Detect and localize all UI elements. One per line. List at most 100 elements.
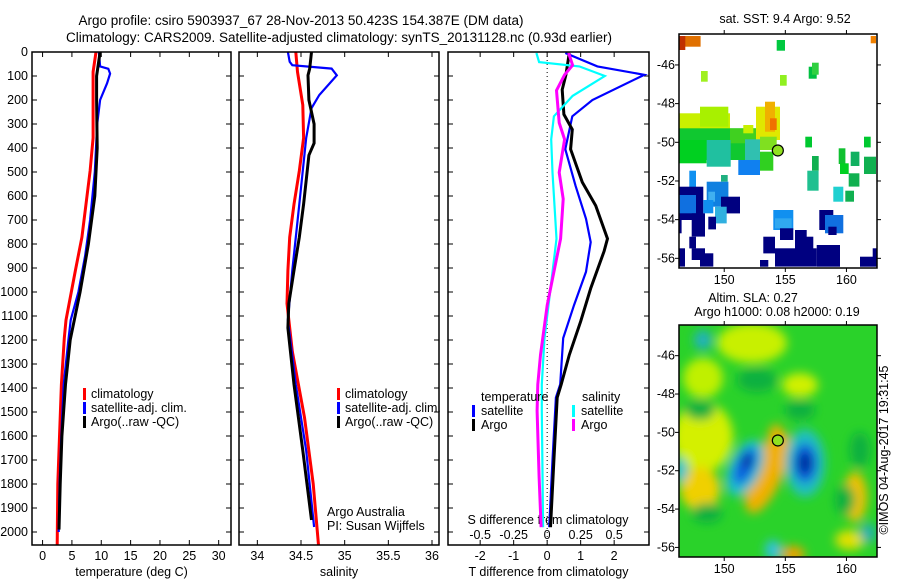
y-tick-label: 800 — [7, 237, 28, 251]
map-lat-label: -48 — [657, 97, 675, 111]
legend-label: Argo — [581, 418, 607, 432]
sst-pixel — [760, 136, 777, 150]
sst-pixel — [770, 118, 777, 130]
sst-pixel — [870, 36, 876, 44]
x-tick-label: 34 — [250, 549, 264, 563]
sst-pixel — [738, 160, 760, 175]
x-tick-label: 0 — [544, 549, 551, 563]
legend-label: climatology — [345, 387, 408, 401]
map-lat-label: -52 — [657, 174, 675, 188]
sst-pixel — [864, 136, 871, 148]
x-axis-label: T difference from climatology — [468, 565, 629, 579]
sst-pixel — [864, 156, 876, 174]
s-tick-label: -0.5 — [469, 528, 491, 542]
map-lat-label: -48 — [657, 387, 675, 401]
sla-map-axes: 150 155 160 -46 -48 -50 -52 -54 -56 — [657, 321, 881, 576]
sst-pixel — [760, 151, 774, 171]
profile-panel-differences: -2 -1 0 1 2 T difference from climatology S di… — [447, 51, 650, 579]
legend-heading-salinity: salinity — [582, 390, 621, 404]
sst-pixel — [701, 71, 708, 82]
x-tick-label: 34.5 — [289, 549, 313, 563]
sst-pixel — [845, 190, 854, 202]
sst-pixel — [780, 75, 787, 86]
y-tick-label: 2000 — [0, 525, 28, 539]
title-line-2: Climatology: CARS2009. Satellite-adjuste… — [66, 30, 612, 45]
x-tick-label: 15 — [124, 549, 138, 563]
profile-panel-salinity: 34 34.5 35 35.5 36 salinity climatologysatelli… — [238, 51, 441, 579]
legend-swatch — [337, 416, 340, 428]
sst-pixel — [708, 191, 715, 202]
legend-swatch — [337, 388, 340, 400]
y-tick-label: 1800 — [0, 477, 28, 491]
x-tick-label: -2 — [475, 549, 486, 563]
sst-pixel — [828, 226, 837, 235]
map-lat-label: -56 — [657, 540, 675, 554]
sst-pixel — [679, 195, 696, 214]
legend-label: satellite-adj. clim. — [91, 401, 187, 415]
y-tick-label: 600 — [7, 189, 28, 203]
sst-pixel — [812, 62, 819, 75]
profile-panel-temperature: 0100200300400500600700800900100011001200… — [0, 45, 232, 579]
plot-frame — [31, 51, 232, 546]
map-lon-label: 160 — [836, 273, 857, 287]
y-tick-label: 100 — [7, 69, 28, 83]
legend-label: Argo(..raw -QC) — [91, 415, 179, 429]
x-tick-label: 30 — [212, 549, 226, 563]
sst-pixel — [679, 248, 685, 267]
map-lon-label: 155 — [775, 562, 796, 576]
profile-location-marker — [771, 144, 784, 157]
y-tick-label: 1700 — [0, 453, 28, 467]
sst-pixel — [860, 256, 877, 267]
series-line-argo-raw-qc- — [57, 51, 102, 530]
sst-pixel — [812, 156, 819, 171]
y-tick-label: 300 — [7, 117, 28, 131]
map-lat-label: -56 — [657, 251, 675, 265]
y-tick-label: 1400 — [0, 381, 28, 395]
map-frame — [678, 324, 878, 558]
x-tick-label: 20 — [153, 549, 167, 563]
legend-swatch — [83, 402, 86, 414]
sst-map-image — [679, 36, 877, 267]
x-tick-label: 35 — [338, 549, 352, 563]
sst-pixel — [848, 173, 860, 187]
sla-map-title-2: Argo h1000: 0.08 h2000: 0.19 — [694, 305, 859, 319]
sst-map-axes: 150 155 160 -46 -48 -50 -52 -54 -56 — [657, 30, 881, 287]
sst-pixel — [708, 216, 716, 230]
credit-text: Argo Australia — [327, 505, 405, 519]
legend-swatch — [472, 405, 475, 417]
sst-pixel — [706, 140, 731, 167]
series-line-argo-raw-qc- — [286, 51, 316, 521]
x-axis-label: temperature (deg C) — [75, 565, 188, 579]
map-lat-label: -54 — [657, 502, 675, 516]
watermark: ©IMOS 04-Aug-2017 19:31:45 — [877, 365, 891, 534]
y-tick-label: 1500 — [0, 405, 28, 419]
series-line-s-satellite — [535, 52, 608, 528]
map-frame — [678, 33, 878, 269]
plot-frame — [238, 51, 440, 546]
sst-pixel — [700, 253, 714, 267]
map-lon-label: 160 — [836, 562, 857, 576]
series-line-s-argo — [535, 52, 575, 528]
map-lat-label: -50 — [657, 425, 675, 439]
legend-swatch — [472, 419, 475, 431]
sst-pixel — [689, 236, 696, 249]
sst-pixel — [780, 228, 794, 240]
sst-pixel — [760, 260, 769, 267]
profile-location-marker — [771, 434, 784, 447]
legend-swatch — [572, 419, 575, 431]
s-tick-label: 0.5 — [605, 528, 622, 542]
map-lat-label: -46 — [657, 349, 675, 363]
x-tick-label: 2 — [611, 549, 618, 563]
s-tick-label: 0.25 — [568, 528, 592, 542]
map-lon-label: 150 — [714, 562, 735, 576]
sst-pixel — [850, 151, 860, 166]
map-lon-label: 155 — [775, 273, 796, 287]
x-tick-label: -1 — [508, 549, 519, 563]
s-tick-label: -0.25 — [499, 528, 528, 542]
sst-pixel — [833, 186, 844, 202]
sla-map-title-1: Altim. SLA: 0.27 — [708, 291, 798, 305]
legend-swatch — [83, 416, 86, 428]
y-tick-label: 1200 — [0, 333, 28, 347]
sst-pixel — [679, 36, 701, 47]
